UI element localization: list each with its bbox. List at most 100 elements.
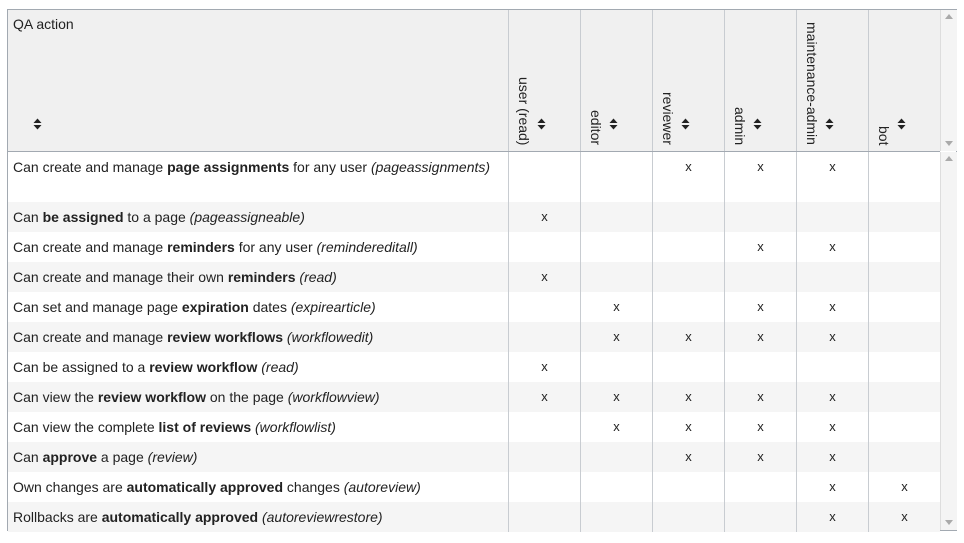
action-text: (read) — [295, 269, 337, 285]
action-text: reminders — [227, 269, 296, 285]
sort-icon[interactable] — [33, 117, 42, 133]
permission-cell — [508, 292, 580, 322]
permission-mark: x — [541, 269, 548, 284]
header-cell[interactable]: QA action — [8, 10, 508, 151]
permission-mark: x — [829, 449, 836, 464]
permission-cell: x — [796, 322, 868, 352]
sort-icon[interactable] — [681, 117, 690, 133]
permission-cell: x — [796, 502, 868, 532]
permission-cell — [724, 472, 796, 502]
action-text: (pageassigneable) — [189, 209, 305, 225]
action-text: on the page — [205, 389, 288, 405]
permission-cell — [868, 262, 940, 292]
permission-mark: x — [757, 419, 764, 434]
permission-cell: x — [652, 412, 724, 442]
header-label: bot — [876, 117, 906, 145]
permission-mark: x — [685, 159, 692, 174]
sort-icon[interactable] — [609, 117, 618, 133]
action-cell: Own changes are automatically approved c… — [8, 472, 508, 502]
action-cell: Can create and manage page assignments f… — [8, 152, 508, 202]
permission-cell: x — [580, 292, 652, 322]
permission-mark: x — [757, 389, 764, 404]
sort-icon[interactable] — [753, 117, 762, 133]
permission-cell: x — [652, 322, 724, 352]
action-text: a page — [97, 449, 148, 465]
permission-cell — [652, 262, 724, 292]
action-cell: Can create and manage reminders for any … — [8, 232, 508, 262]
action-text: dates — [248, 299, 291, 315]
header-title: QA action — [13, 16, 74, 32]
sort-arrows — [825, 118, 834, 130]
header-cell[interactable]: user (read) — [508, 10, 580, 151]
permission-mark: x — [829, 299, 836, 314]
action-text: (read) — [257, 359, 299, 375]
permission-cell — [724, 502, 796, 532]
permission-mark: x — [613, 329, 620, 344]
permission-cell — [508, 152, 580, 202]
permission-cell — [868, 442, 940, 472]
permission-cell — [868, 352, 940, 382]
action-text: list of reviews — [158, 419, 252, 435]
permission-cell: x — [724, 322, 796, 352]
permission-mark: x — [829, 159, 836, 174]
header-cell[interactable]: admin — [724, 10, 796, 151]
action-text: to a page — [123, 209, 190, 225]
column-name: user (read) — [516, 76, 532, 145]
header-cell[interactable]: bot — [868, 10, 940, 151]
permission-cell — [580, 352, 652, 382]
column-name: reviewer — [660, 92, 676, 145]
action-text: review workflows — [167, 329, 284, 345]
action-text: Can create and manage — [13, 239, 168, 255]
header-cell[interactable]: editor — [580, 10, 652, 151]
permission-cell — [652, 202, 724, 232]
header-label: user (read) — [516, 76, 546, 145]
table-row: Can be assigned to a review workflow (re… — [8, 352, 940, 382]
permission-cell: x — [796, 152, 868, 202]
header-scrollbar[interactable] — [940, 10, 957, 151]
action-text: (autoreviewrestore) — [258, 509, 383, 525]
permission-cell — [508, 502, 580, 532]
permission-cell — [508, 472, 580, 502]
scroll-arrows — [945, 14, 953, 146]
permission-cell — [724, 352, 796, 382]
action-text: (review) — [147, 449, 198, 465]
sort-icon[interactable] — [537, 117, 546, 133]
table-row: Can create and manage review workflows (… — [8, 322, 940, 352]
action-cell: Can be assigned to a review workflow (re… — [8, 352, 508, 382]
sort-icon[interactable] — [897, 117, 906, 133]
permission-cell — [580, 232, 652, 262]
table-row: Can view the review workflow on the page… — [8, 382, 940, 412]
permission-cell — [868, 202, 940, 232]
permission-cell: x — [796, 382, 868, 412]
table-row: Can create and manage their own reminder… — [8, 262, 940, 292]
body-scrollbar[interactable] — [940, 152, 957, 530]
permission-mark: x — [613, 299, 620, 314]
action-text: (workflowview) — [287, 389, 380, 405]
action-text: Can view the — [13, 389, 98, 405]
header-label: maintenance-admin — [804, 22, 834, 145]
permission-cell — [652, 292, 724, 322]
sort-arrows — [537, 118, 546, 130]
permission-cell — [868, 152, 940, 202]
action-text: (autoreview) — [343, 479, 421, 495]
action-text: (expirearticle) — [290, 299, 376, 315]
permission-cell: x — [796, 232, 868, 262]
permission-mark: x — [757, 449, 764, 464]
header-label: editor — [588, 110, 618, 145]
sort-icon[interactable] — [825, 117, 834, 133]
permission-mark: x — [829, 509, 836, 524]
permission-cell — [724, 262, 796, 292]
header-cell[interactable]: maintenance-admin — [796, 10, 868, 151]
column-name: admin — [732, 106, 748, 145]
action-text: (workflowlist) — [251, 419, 336, 435]
permission-cell — [868, 412, 940, 442]
permission-cell — [508, 322, 580, 352]
permission-cell: x — [508, 202, 580, 232]
permission-cell — [652, 232, 724, 262]
permission-cell — [652, 472, 724, 502]
permission-cell: x — [508, 352, 580, 382]
action-text: Can — [13, 209, 43, 225]
permission-cell — [580, 152, 652, 202]
permission-cell — [796, 352, 868, 382]
header-cell[interactable]: reviewer — [652, 10, 724, 151]
